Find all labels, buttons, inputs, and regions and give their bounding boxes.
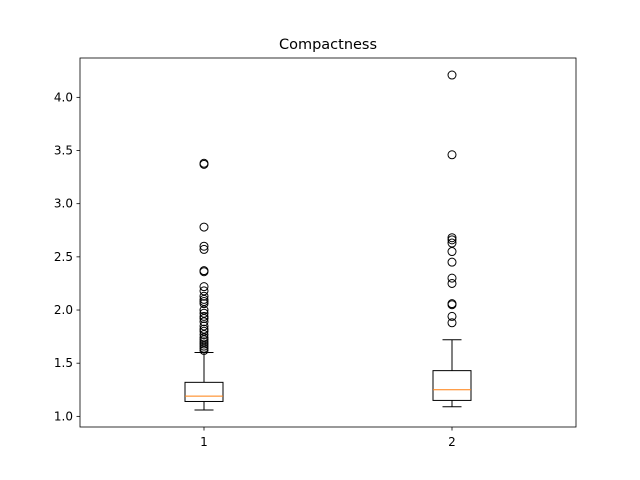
x-tick-label: 1: [200, 435, 208, 449]
iqr-box: [184, 381, 224, 402]
box-group-1: [184, 158, 224, 411]
outlier-point: [199, 222, 209, 232]
outlier-point: [447, 70, 457, 80]
y-tick-label: 3.0: [54, 197, 73, 211]
outlier-point: [199, 311, 209, 321]
outlier-point: [199, 305, 209, 315]
outlier-point: [199, 241, 209, 251]
outlier-point: [199, 244, 209, 254]
outlier-point: [199, 291, 209, 301]
outlier-point: [199, 341, 209, 351]
outlier-point: [447, 273, 457, 283]
y-tick-label: 3.5: [54, 144, 73, 158]
y-tick-label: 2.5: [54, 250, 73, 264]
y-tick-label: 2.0: [54, 303, 73, 317]
box-group-2: [432, 70, 472, 408]
outlier-point: [447, 300, 457, 310]
y-tick-label: 1.0: [54, 409, 73, 423]
outlier-point: [199, 333, 209, 343]
outlier-point: [199, 335, 209, 345]
outlier-point: [199, 343, 209, 353]
outlier-point: [199, 282, 209, 292]
plot-frame: [79, 57, 577, 428]
outlier-point: [447, 318, 457, 328]
plot-area: 1.0 1.5 2.0 2.5 3.0 3.5 4.0 1 2: [54, 57, 577, 449]
outlier-point: [199, 339, 209, 349]
outlier-point: [199, 314, 209, 324]
outlier-point: [447, 247, 457, 257]
outlier-point: [199, 337, 209, 347]
outlier-point: [447, 150, 457, 160]
outlier-point: [199, 345, 209, 355]
outlier-point: [199, 324, 209, 334]
outlier-point: [447, 311, 457, 321]
outlier-point: [447, 235, 457, 245]
outlier-point: [199, 308, 209, 318]
outlier-point: [199, 329, 209, 339]
x-tick-label: 2: [448, 435, 456, 449]
chart-title: Compactness: [279, 37, 377, 53]
outlier-point: [199, 299, 209, 309]
y-tick-label: 1.5: [54, 356, 73, 370]
outlier-point: [199, 326, 209, 336]
outlier-point: [199, 321, 209, 331]
iqr-box: [432, 370, 472, 401]
outlier-point: [199, 317, 209, 327]
outlier-point: [447, 238, 457, 248]
outlier-point: [447, 278, 457, 288]
outlier-point: [199, 297, 209, 307]
outlier-point: [199, 294, 209, 304]
outlier-point: [199, 267, 209, 277]
outlier-point: [447, 233, 457, 243]
outlier-point: [199, 159, 209, 169]
outlier-point: [199, 286, 209, 296]
outlier-point: [447, 257, 457, 267]
y-tick-label: 4.0: [54, 90, 73, 104]
